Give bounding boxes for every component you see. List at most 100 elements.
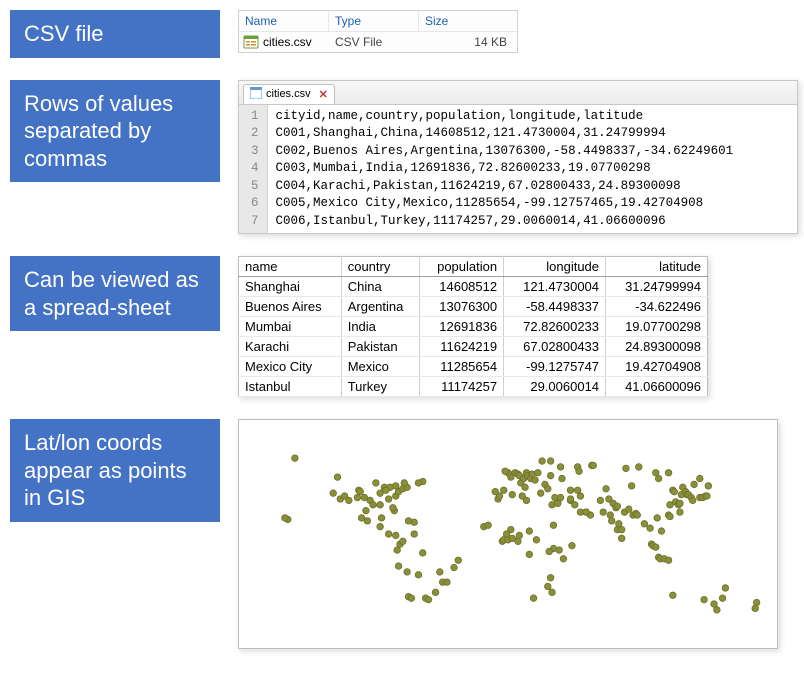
editor-tab[interactable]: cities.csv ✕ (243, 84, 335, 104)
editor-code[interactable]: cityid,name,country,population,longitude… (268, 105, 742, 234)
table-cell: -58.4498337 (504, 297, 606, 317)
map-wrapper (238, 419, 794, 649)
map-point (383, 487, 390, 494)
map-point (652, 544, 659, 551)
text-editor: cities.csv ✕ 1234567 cityid,name,country… (238, 80, 798, 235)
map-point (334, 474, 341, 481)
map-point (560, 556, 567, 563)
column-header[interactable]: population (420, 257, 504, 277)
map-point (425, 596, 432, 603)
map-point (574, 487, 581, 494)
map-point (526, 551, 533, 558)
label-csv-file: CSV file (10, 10, 220, 58)
editor-wrapper: cities.csv ✕ 1234567 cityid,name,country… (238, 80, 798, 235)
editor-tab-label: cities.csv (266, 88, 311, 100)
map-point (719, 595, 726, 602)
table-cell: Shanghai (239, 277, 342, 297)
editor-body[interactable]: 1234567 cityid,name,country,population,l… (239, 105, 797, 234)
map-point (385, 531, 392, 538)
map-point (492, 488, 499, 495)
map-point (658, 528, 665, 535)
map-point (583, 509, 590, 516)
map-point (608, 518, 615, 525)
table-cell: Pakistan (341, 337, 420, 357)
row-csv-file: CSV file Name Type Size (10, 10, 794, 58)
file-name: cities.csv (263, 35, 312, 49)
spreadsheet-table: namecountrypopulationlongitudelatitudeSh… (238, 256, 708, 397)
map-point (671, 488, 678, 495)
map-point (641, 521, 648, 528)
table-cell: -99.1275747 (504, 357, 606, 377)
table-cell: Argentina (341, 297, 420, 317)
map-point (623, 465, 630, 472)
table-row[interactable]: MumbaiIndia1269183672.8260023319.0770029… (239, 317, 708, 337)
map-point (432, 589, 439, 596)
map-point (689, 497, 696, 504)
scatter-map (239, 420, 777, 648)
map-point (502, 468, 509, 475)
table-row[interactable]: KarachiPakistan1162421967.0280043324.893… (239, 337, 708, 357)
table-cell: 14608512 (420, 277, 504, 297)
map-point (697, 475, 704, 482)
table-cell: 29.0060014 (504, 377, 606, 397)
column-header[interactable]: name (239, 257, 342, 277)
map-point (455, 557, 462, 564)
column-header[interactable]: latitude (606, 257, 708, 277)
table-cell: Karachi (239, 337, 342, 357)
table-row[interactable]: ShanghaiChina14608512121.473000431.24799… (239, 277, 708, 297)
line-number: 2 (251, 125, 259, 143)
table-cell: Istanbul (239, 377, 342, 397)
map-point (547, 574, 554, 581)
map-point (569, 542, 576, 549)
map-point (603, 486, 610, 493)
code-line: C003,Mumbai,India,12691836,72.82600233,1… (276, 160, 734, 178)
map-point (572, 502, 579, 509)
col-header-size[interactable]: Size (419, 11, 517, 31)
map-point (378, 515, 385, 522)
map-point (485, 522, 492, 529)
map-point (400, 538, 407, 545)
csv-file-icon (243, 34, 259, 50)
map-point (597, 497, 604, 504)
column-header[interactable]: country (341, 257, 420, 277)
col-header-type[interactable]: Type (329, 11, 419, 31)
line-number: 7 (251, 213, 259, 231)
spreadsheet-wrapper: namecountrypopulationlongitudelatitudeSh… (238, 256, 794, 397)
map-point (392, 532, 399, 539)
editor-tabbar: cities.csv ✕ (239, 81, 797, 105)
map-point (526, 528, 533, 535)
table-cell: 11624219 (420, 337, 504, 357)
map-point (363, 507, 370, 514)
table-cell: China (341, 277, 420, 297)
table-cell: 13076300 (420, 297, 504, 317)
line-number: 5 (251, 178, 259, 196)
label-rows-csv: Rows of values separated by commas (10, 80, 220, 183)
map-point (634, 512, 641, 519)
map-point (670, 592, 677, 599)
table-cell: 11174257 (420, 377, 504, 397)
close-icon[interactable]: ✕ (319, 88, 328, 101)
map-point (665, 557, 672, 564)
code-line: cityid,name,country,population,longitude… (276, 108, 734, 126)
map-point (618, 535, 625, 542)
file-listing: Name Type Size (238, 10, 518, 53)
map-point (655, 475, 662, 482)
map-point (714, 607, 721, 614)
file-size: 14 KB (419, 35, 517, 49)
file-row[interactable]: cities.csv CSV File 14 KB (239, 32, 517, 52)
col-header-name[interactable]: Name (239, 11, 329, 31)
table-row[interactable]: Buenos AiresArgentina13076300-58.4498337… (239, 297, 708, 317)
table-cell: Mexico (341, 357, 420, 377)
label-gis: Lat/lon coords appear as points in GIS (10, 419, 220, 522)
column-header[interactable]: longitude (504, 257, 606, 277)
map-point (523, 497, 530, 504)
table-row[interactable]: Mexico CityMexico11285654-99.127574719.4… (239, 357, 708, 377)
table-cell: Buenos Aires (239, 297, 342, 317)
map-point (600, 509, 607, 516)
map-point (590, 462, 597, 469)
code-line: C006,Istanbul,Turkey,11174257,29.0060014… (276, 213, 734, 231)
editor-gutter: 1234567 (239, 105, 268, 234)
table-row[interactable]: IstanbulTurkey1117425729.006001441.06600… (239, 377, 708, 397)
row-map: Lat/lon coords appear as points in GIS (10, 419, 794, 649)
map-point (341, 493, 348, 500)
